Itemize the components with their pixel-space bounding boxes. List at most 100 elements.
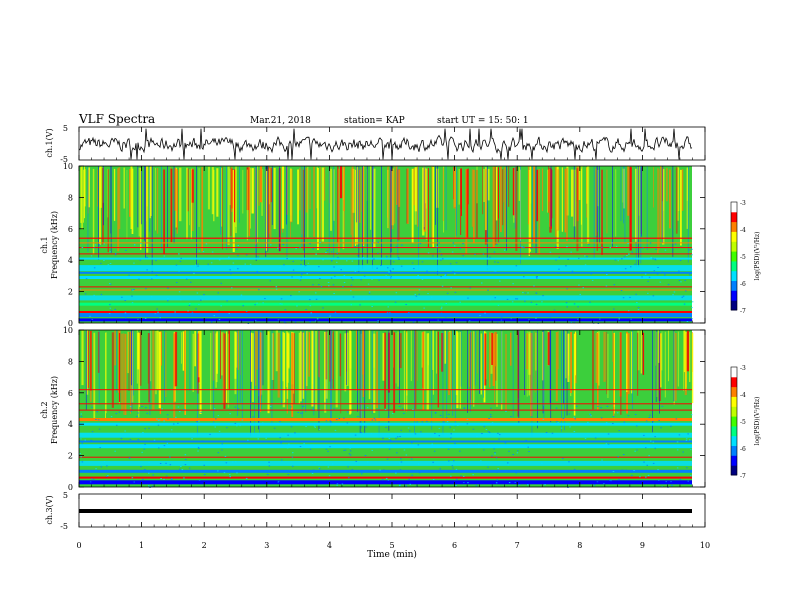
spectrogram-speckle bbox=[573, 468, 576, 470]
colorbar-segment bbox=[731, 386, 737, 397]
spectrogram-speckle bbox=[676, 467, 679, 469]
spectrogram-speckle bbox=[119, 445, 122, 447]
spectrogram-streak bbox=[136, 330, 138, 384]
spectrogram-streak bbox=[182, 331, 185, 371]
spectrogram-speckle bbox=[196, 292, 199, 294]
spectrogram-speckle bbox=[370, 433, 373, 435]
spectrogram-speckle bbox=[414, 433, 417, 435]
spectrogram-speckle bbox=[418, 293, 420, 295]
spectrogram-speckle bbox=[183, 409, 185, 410]
spectrogram-streak bbox=[361, 168, 363, 212]
spectrogram-speckle bbox=[457, 425, 459, 426]
spectrogram-streak bbox=[484, 333, 487, 386]
spectrogram-speckle bbox=[567, 258, 569, 260]
spectrogram-speckle bbox=[275, 288, 278, 290]
spectrogram-speckle bbox=[686, 321, 689, 322]
spectrogram-speckle bbox=[674, 243, 677, 245]
spectrogram-speckle bbox=[628, 253, 630, 255]
spectrogram-spike bbox=[460, 330, 462, 387]
spectrogram-speckle bbox=[367, 461, 369, 463]
spectrogram-spike bbox=[506, 166, 507, 251]
ch1-spectrogram-image bbox=[79, 166, 694, 324]
ch1-frequency-ylabel: Frequency (kHz) bbox=[50, 211, 59, 279]
spectrogram-streak bbox=[117, 168, 120, 252]
spectrogram-spike bbox=[85, 330, 87, 411]
spectrogram-streak bbox=[468, 333, 470, 387]
spectrogram-speckle bbox=[517, 445, 519, 447]
spectrogram-speckle bbox=[90, 439, 93, 441]
spectrogram-streak bbox=[391, 169, 394, 230]
spectrogram-speckle bbox=[615, 245, 618, 247]
spectrogram-speckle bbox=[334, 429, 337, 431]
spectrogram-speckle bbox=[319, 242, 321, 243]
spectrogram-speckle bbox=[689, 274, 691, 276]
spectrogram-speckle bbox=[453, 429, 455, 431]
spectrogram-speckle bbox=[338, 424, 340, 426]
spectrogram-spike bbox=[372, 166, 373, 270]
spectrogram-speckle bbox=[438, 242, 440, 244]
spectrogram-speckle bbox=[535, 292, 538, 294]
spectrogram-streak bbox=[417, 166, 419, 227]
spectrogram-speckle bbox=[498, 241, 500, 243]
spectrogram-speckle bbox=[480, 460, 482, 462]
spectrogram-speckle bbox=[328, 285, 330, 287]
spectrogram-spike bbox=[260, 330, 262, 410]
spectrogram-speckle bbox=[673, 291, 676, 293]
spectrogram-speckle bbox=[257, 438, 259, 440]
spectrogram-streak bbox=[179, 167, 182, 222]
spectrogram-speckle bbox=[517, 450, 519, 452]
spectrogram-spike bbox=[213, 330, 215, 425]
spectrogram-spike bbox=[456, 166, 457, 236]
spectrogram-speckle bbox=[141, 406, 143, 407]
colorbar-segment bbox=[731, 425, 737, 437]
spectrogram-speckle bbox=[567, 487, 569, 488]
spectrogram-speckle bbox=[224, 455, 227, 457]
spectrogram-speckle bbox=[172, 470, 175, 472]
spectrogram-streak bbox=[222, 332, 225, 404]
spectrogram-speckle bbox=[154, 313, 157, 315]
spectrogram-speckle bbox=[593, 484, 596, 486]
spectrogram-speckle bbox=[350, 284, 353, 286]
spectrogram-spike bbox=[239, 166, 240, 223]
spectrogram-speckle bbox=[493, 270, 496, 272]
spectrogram-speckle bbox=[165, 462, 167, 464]
spectrogram-streak bbox=[174, 168, 177, 211]
colorbar-tick-label: -3 bbox=[740, 200, 746, 207]
spectrogram-speckle bbox=[247, 323, 250, 324]
spectrogram-streak bbox=[251, 168, 254, 214]
spectrogram-streak bbox=[277, 332, 280, 398]
spectrogram-streak bbox=[683, 330, 684, 392]
spectrogram-streak bbox=[477, 331, 478, 374]
spectrogram-streak bbox=[482, 166, 484, 215]
spectrogram-streak bbox=[234, 169, 236, 223]
spectrogram-speckle bbox=[450, 475, 452, 477]
spectrogram-speckle bbox=[311, 473, 314, 474]
spectrogram-streak bbox=[444, 330, 447, 364]
spectrogram-speckle bbox=[282, 244, 285, 245]
spectrogram-speckle bbox=[522, 292, 524, 294]
spectrogram-streak bbox=[105, 332, 107, 414]
spectrogram-speckle bbox=[639, 476, 641, 478]
spectrogram-speckle bbox=[232, 262, 235, 264]
spectrogram-speckle bbox=[290, 426, 293, 428]
spectrogram-streak bbox=[84, 169, 86, 207]
spectrogram-streak bbox=[305, 167, 308, 213]
spectrogram-streak bbox=[128, 332, 130, 391]
spectrogram-speckle bbox=[584, 264, 587, 266]
spectrogram-speckle bbox=[536, 277, 538, 279]
ytick-label: 8 bbox=[68, 357, 73, 366]
spectrogram-speckle bbox=[93, 267, 96, 269]
spectrogram-speckle bbox=[105, 475, 108, 477]
spectrogram-speckle bbox=[244, 263, 246, 265]
colorbar-segment bbox=[731, 300, 737, 311]
spectrogram-speckle bbox=[647, 475, 650, 476]
spectrogram-speckle bbox=[507, 464, 509, 466]
spectrogram-speckle bbox=[100, 262, 102, 264]
spectrogram-streak bbox=[190, 168, 192, 240]
colorbar-segment bbox=[731, 270, 737, 281]
spectrogram-streak bbox=[498, 167, 499, 219]
spectrogram-speckle bbox=[667, 283, 670, 285]
spectrogram-speckle bbox=[187, 310, 189, 312]
spectrogram-speckle bbox=[405, 485, 407, 487]
spectrogram-speckle bbox=[386, 311, 389, 313]
